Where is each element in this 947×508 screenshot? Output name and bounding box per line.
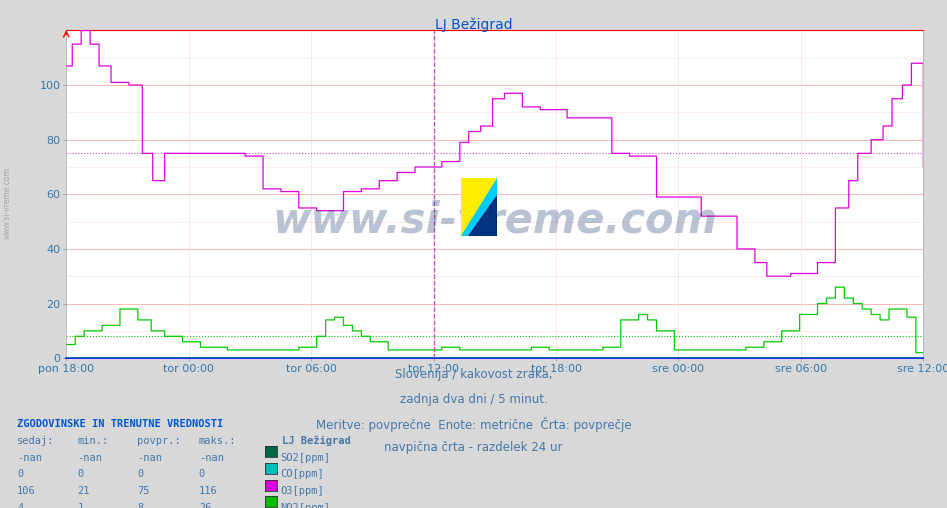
Text: 0: 0 (17, 469, 24, 480)
Text: 0: 0 (199, 469, 205, 480)
Text: sedaj:: sedaj: (17, 436, 55, 446)
Text: 0: 0 (78, 469, 84, 480)
Text: -nan: -nan (137, 453, 162, 463)
Text: min.:: min.: (78, 436, 109, 446)
Text: SO2[ppm]: SO2[ppm] (280, 453, 331, 463)
Text: LJ Bežigrad: LJ Bežigrad (282, 436, 351, 447)
Text: 116: 116 (199, 486, 218, 496)
Text: -nan: -nan (78, 453, 102, 463)
Text: CO[ppm]: CO[ppm] (280, 469, 324, 480)
Text: -nan: -nan (17, 453, 42, 463)
Text: 4: 4 (17, 503, 24, 508)
Text: povpr.:: povpr.: (137, 436, 181, 446)
Text: LJ Bežigrad: LJ Bežigrad (435, 18, 512, 33)
Text: Slovenija / kakovost zraka,: Slovenija / kakovost zraka, (395, 368, 552, 382)
Polygon shape (469, 196, 497, 236)
Text: 75: 75 (137, 486, 150, 496)
Text: www.si-vreme.com: www.si-vreme.com (3, 167, 12, 239)
Text: 106: 106 (17, 486, 36, 496)
Text: Meritve: povprečne  Enote: metrične  Črta: povprečje: Meritve: povprečne Enote: metrične Črta:… (315, 417, 632, 432)
Text: www.si-vreme.com: www.si-vreme.com (273, 200, 717, 241)
Text: -nan: -nan (199, 453, 223, 463)
Polygon shape (461, 178, 497, 236)
Text: O3[ppm]: O3[ppm] (280, 486, 324, 496)
Text: 1: 1 (78, 503, 84, 508)
Text: zadnja dva dni / 5 minut.: zadnja dva dni / 5 minut. (400, 393, 547, 406)
Text: 0: 0 (137, 469, 144, 480)
Text: 26: 26 (199, 503, 211, 508)
Text: navpična črta - razdelek 24 ur: navpična črta - razdelek 24 ur (384, 441, 563, 455)
Polygon shape (461, 178, 497, 236)
Text: 8: 8 (137, 503, 144, 508)
Text: 21: 21 (78, 486, 90, 496)
Text: ZGODOVINSKE IN TRENUTNE VREDNOSTI: ZGODOVINSKE IN TRENUTNE VREDNOSTI (17, 419, 223, 429)
Text: NO2[ppm]: NO2[ppm] (280, 503, 331, 508)
Text: maks.:: maks.: (199, 436, 237, 446)
